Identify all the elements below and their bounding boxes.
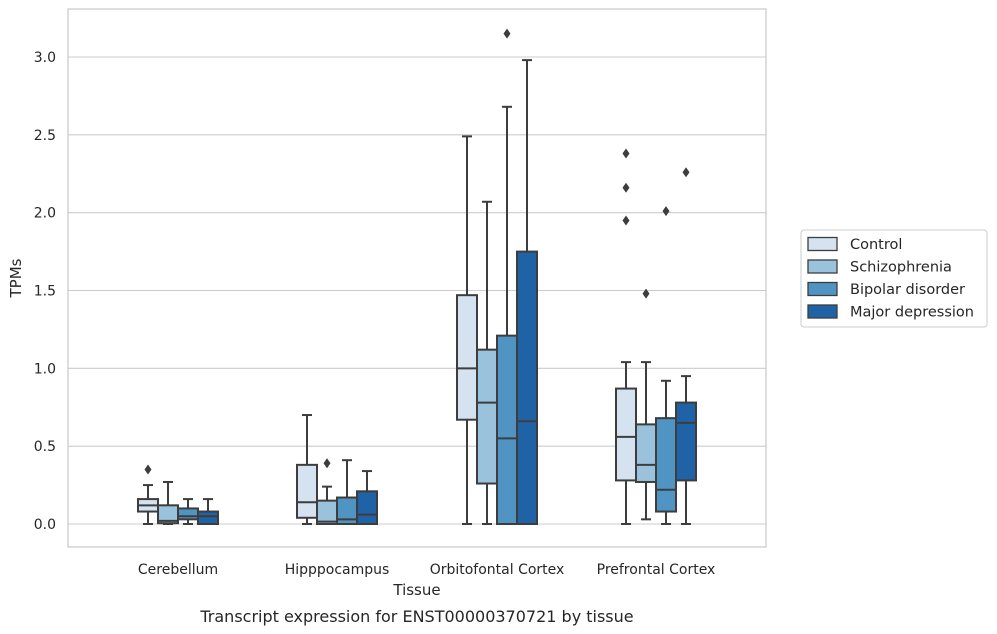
box-iqr bbox=[675, 401, 697, 482]
y-tick-label: 1.5 bbox=[34, 284, 56, 300]
outlier-point bbox=[323, 458, 331, 469]
x-tick-label: Prefrontal Cortex bbox=[597, 562, 716, 578]
x-tick-label: Orbitofontal Cortex bbox=[430, 562, 565, 578]
y-tick-label: 3.0 bbox=[34, 50, 56, 66]
figure-caption: Transcript expression for ENST0000037072… bbox=[199, 607, 633, 626]
legend-label: Major depression bbox=[850, 305, 974, 321]
outlier-point bbox=[642, 288, 650, 299]
box-iqr bbox=[197, 510, 219, 525]
box-bipolar-disorder bbox=[655, 206, 677, 525]
outlier-point bbox=[503, 28, 511, 39]
box-bipolar-disorder bbox=[336, 459, 358, 525]
outlier-point bbox=[622, 148, 630, 159]
box-schizophrenia bbox=[635, 288, 657, 521]
y-tick-labels: 0.0 0.5 1.0 1.5 2.0 2.5 3.0 bbox=[34, 50, 56, 533]
box-major-depression bbox=[197, 498, 219, 525]
box-iqr bbox=[635, 423, 657, 483]
box-bipolar-disorder bbox=[496, 28, 518, 526]
legend-swatch bbox=[807, 281, 838, 297]
box-iqr bbox=[316, 499, 338, 525]
y-tick-label: 1.0 bbox=[34, 361, 56, 377]
box-iqr bbox=[356, 490, 378, 525]
outlier-point bbox=[662, 206, 670, 217]
box-schizophrenia bbox=[476, 200, 498, 525]
outlier-point bbox=[144, 464, 152, 475]
outlier-point bbox=[622, 215, 630, 226]
box-control bbox=[456, 135, 478, 525]
box-major-depression bbox=[356, 470, 378, 525]
box-major-depression bbox=[675, 167, 697, 525]
legend: Control Schizophrenia Bipolar disorder Majo… bbox=[800, 229, 988, 328]
boxes bbox=[137, 28, 697, 526]
box-control bbox=[296, 414, 318, 525]
box-iqr bbox=[177, 507, 199, 521]
box-major-depression bbox=[516, 59, 538, 525]
legend-label: Schizophrenia bbox=[850, 260, 952, 276]
outlier-point bbox=[622, 182, 630, 193]
y-tick-label: 0.5 bbox=[34, 439, 56, 455]
box-iqr bbox=[296, 463, 318, 519]
box-iqr bbox=[476, 348, 498, 485]
legend-label: Bipolar disorder bbox=[850, 282, 965, 298]
x-axis-label: Tissue bbox=[392, 581, 440, 599]
box-control bbox=[137, 464, 159, 525]
box-schizophrenia bbox=[157, 480, 179, 525]
box-iqr bbox=[655, 417, 677, 513]
plot-area-frame bbox=[67, 8, 767, 548]
x-tick-labels: Cerebellum Hipppocampus Orbitofontal Corte… bbox=[138, 562, 715, 578]
y-tick-label: 2.0 bbox=[34, 206, 56, 222]
y-tick-label: 0.0 bbox=[34, 517, 56, 533]
box-iqr bbox=[456, 294, 478, 421]
outlier-point bbox=[682, 167, 690, 178]
box-iqr bbox=[496, 334, 518, 526]
box-control bbox=[615, 148, 637, 525]
box-iqr bbox=[516, 250, 538, 525]
box-iqr bbox=[615, 387, 637, 482]
legend-swatch bbox=[807, 236, 838, 252]
legend-frame bbox=[800, 229, 988, 328]
legend-swatch bbox=[807, 304, 838, 319]
x-tick-label: Cerebellum bbox=[138, 562, 218, 578]
box-schizophrenia bbox=[316, 458, 338, 525]
legend-label: Control bbox=[850, 237, 902, 253]
x-tick-label: Hipppocampus bbox=[285, 562, 390, 578]
y-axis-label: TPMs bbox=[7, 258, 25, 298]
gridlines bbox=[68, 56, 766, 525]
box-bipolar-disorder bbox=[177, 498, 199, 525]
legend-swatch bbox=[807, 259, 838, 274]
y-tick-label: 2.5 bbox=[34, 128, 56, 144]
